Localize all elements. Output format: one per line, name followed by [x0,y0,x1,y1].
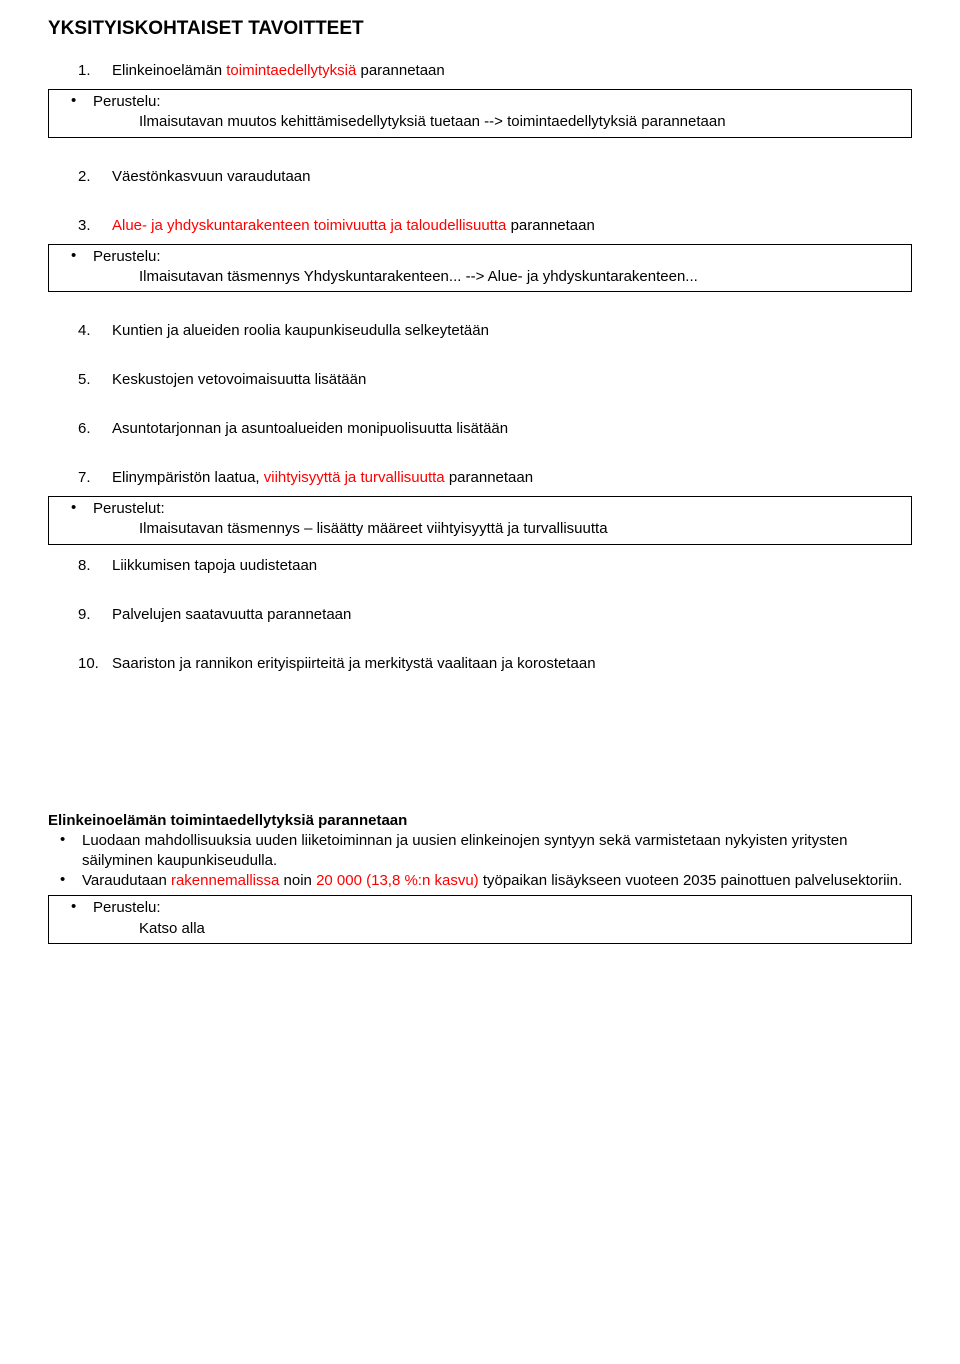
highlight-text: 20 000 (13,8 %:n kasvu) [316,872,483,889]
item-text: Alue- ja yhdyskuntarakenteen toimivuutta… [112,217,595,234]
box-label: Perustelu: [93,898,161,918]
item-number: 2. [48,168,112,185]
highlight-text: toimintaedellytyksiä [226,62,360,79]
page-title: YKSITYISKOHTAISET TAVOITTEET [48,18,912,40]
list-item: 7. Elinympäristön laatua, viihtyisyyttä … [48,469,912,486]
text-segment: Varaudutaan [82,872,171,889]
item-number: 10. [48,655,112,672]
text-segment: työpaikan lisäykseen vuoteen 2035 painot… [483,872,902,889]
item-text: Liikkumisen tapoja uudistetaan [112,557,317,574]
box-label: Perustelut: [93,499,165,519]
item-number: 1. [48,62,112,79]
bullet-icon: • [59,92,93,109]
item-text: Kuntien ja alueiden roolia kaupunkiseudu… [112,322,489,339]
text-segment: parannetaan [360,62,444,79]
justification-box: • Perustelut: Ilmaisutavan täsmennys – l… [48,496,912,545]
item-text: Palvelujen saatavuutta parannetaan [112,606,351,623]
box-text: Ilmaisutavan täsmennys – lisäätty määree… [59,519,901,539]
bullet-icon: • [59,247,93,264]
bullet-text: Varaudutaan rakennemallissa noin 20 000 … [82,871,902,891]
justification-box: • Perustelu: Katso alla [48,895,912,944]
item-number: 7. [48,469,112,486]
item-number: 5. [48,371,112,388]
item-text: Väestönkasvuun varaudutaan [112,168,310,185]
item-number: 8. [48,557,112,574]
justification-box: • Perustelu: Ilmaisutavan täsmennys Yhdy… [48,244,912,293]
box-text: Ilmaisutavan täsmennys Yhdyskuntarakente… [59,267,901,287]
item-text: Elinympäristön laatua, viihtyisyyttä ja … [112,469,533,486]
box-text: Katso alla [59,919,901,939]
list-item: 1. Elinkeinoelämän toimintaedellytyksiä … [48,62,912,79]
text-segment: parannetaan [511,217,595,234]
box-label: Perustelu: [93,92,161,112]
list-item: 5. Keskustojen vetovoimaisuutta lisätään [48,371,912,388]
bullet-icon: • [48,831,82,848]
list-item: 4. Kuntien ja alueiden roolia kaupunkise… [48,322,912,339]
item-text: Saariston ja rannikon erityispiirteitä j… [112,655,596,672]
text-segment: Elinkeinoelämän [112,62,226,79]
highlight-text: Alue- ja yhdyskuntarakenteen toimivuutta… [112,217,511,234]
bullet-item: • Luodaan mahdollisuuksia uuden liiketoi… [48,831,912,872]
list-item: 2. Väestönkasvuun varaudutaan [48,168,912,185]
box-text: Ilmaisutavan muutos kehittämisedellytyks… [59,112,901,132]
item-text: Elinkeinoelämän toimintaedellytyksiä par… [112,62,445,79]
text-segment: parannetaan [449,469,533,486]
item-number: 6. [48,420,112,437]
list-item: 10. Saariston ja rannikon erityispiirtei… [48,655,912,672]
list-item: 3. Alue- ja yhdyskuntarakenteen toimivuu… [48,217,912,234]
list-item: 9. Palvelujen saatavuutta parannetaan [48,606,912,623]
section-heading: Elinkeinoelämän toimintaedellytyksiä par… [48,812,912,829]
box-label: Perustelu: [93,247,161,267]
justification-box: • Perustelu: Ilmaisutavan muutos kehittä… [48,89,912,138]
bullet-icon: • [59,499,93,516]
bullet-item: • Varaudutaan rakennemallissa noin 20 00… [48,871,912,891]
text-segment: Elinympäristön laatua, [112,469,264,486]
list-item: 8. Liikkumisen tapoja uudistetaan [48,557,912,574]
bullet-icon: • [59,898,93,915]
highlight-text: viihtyisyyttä ja turvallisuutta [264,469,449,486]
item-text: Keskustojen vetovoimaisuutta lisätään [112,371,366,388]
text-segment: noin [284,872,317,889]
item-number: 3. [48,217,112,234]
highlight-text: rakennemallissa [171,872,284,889]
item-text: Asuntotarjonnan ja asuntoalueiden monipu… [112,420,508,437]
bullet-icon: • [48,871,82,888]
item-number: 4. [48,322,112,339]
list-item: 6. Asuntotarjonnan ja asuntoalueiden mon… [48,420,912,437]
item-number: 9. [48,606,112,623]
bullet-text: Luodaan mahdollisuuksia uuden liiketoimi… [82,831,912,872]
